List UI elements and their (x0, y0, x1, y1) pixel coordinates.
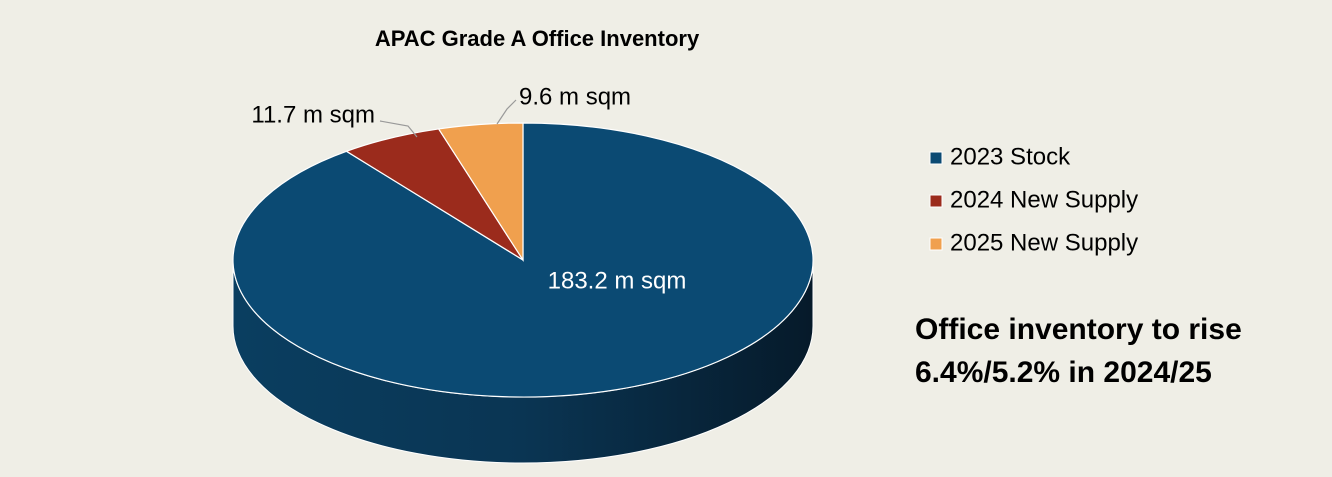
leader-line (496, 99, 517, 125)
data-label: 11.7 m sqm (251, 101, 375, 128)
legend-label: 2023 Stock (950, 143, 1071, 170)
legend-swatch (929, 151, 943, 165)
legend-swatch (929, 194, 943, 208)
data-label: 183.2 m sqm (548, 267, 687, 294)
annotation: Office inventory to rise 6.4%/5.2% in 20… (915, 313, 1242, 389)
pie-slice (437, 122, 524, 263)
legend-label: 2025 New Supply (950, 229, 1138, 256)
legend-label: 2024 New Supply (950, 186, 1138, 213)
data-label: 9.6 m sqm (519, 83, 631, 110)
chart-title: APAC Grade A Office Inventory (375, 26, 700, 51)
legend-swatch (929, 237, 943, 251)
leader-line (379, 120, 418, 138)
